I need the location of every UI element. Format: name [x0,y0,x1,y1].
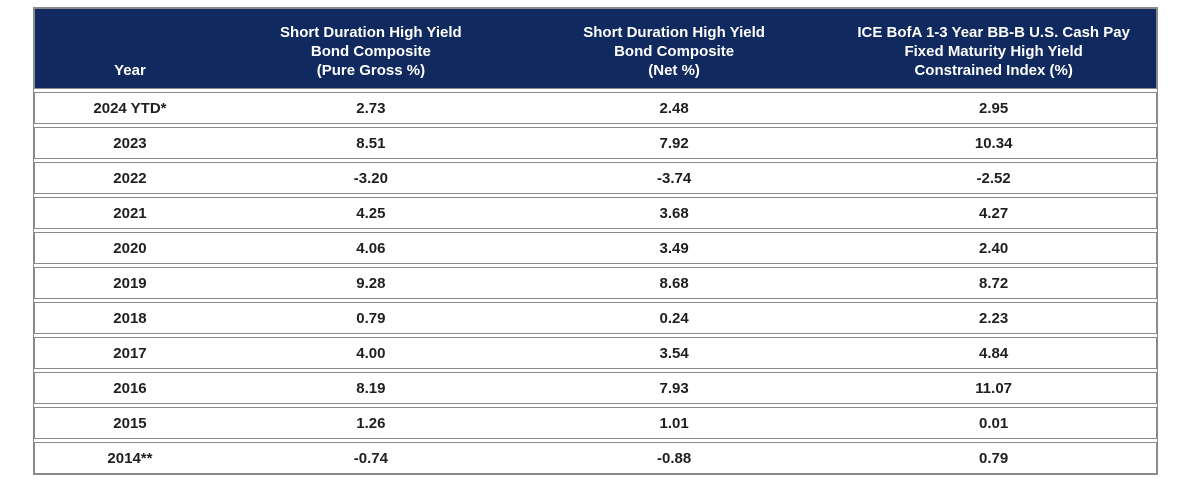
index-cell: 2.40 [831,232,1157,264]
pure-gross-cell: 9.28 [224,267,517,299]
net-cell: 7.93 [516,372,832,404]
net-cell: 0.24 [516,302,832,334]
table-row: 2018 0.79 0.24 2.23 [34,302,1157,334]
pure-gross-cell: -0.74 [224,442,517,474]
net-cell: -3.74 [516,162,832,194]
net-cell: 3.68 [516,197,832,229]
performance-table: Year Short Duration High Yield Bond Comp… [34,8,1157,474]
year-cell: 2022 [34,162,225,194]
year-cell: 2020 [34,232,225,264]
pure-gross-cell: -3.20 [224,162,517,194]
table-row: 2016 8.19 7.93 11.07 [34,372,1157,404]
index-cell: 2.95 [831,92,1157,124]
table-row: 2022 -3.20 -3.74 -2.52 [34,162,1157,194]
net-cell: 2.48 [516,92,832,124]
index-cell: 2.23 [831,302,1157,334]
index-cell: 11.07 [831,372,1157,404]
annual-returns-table: Year Short Duration High Yield Bond Comp… [33,7,1158,475]
pure-gross-cell: 4.00 [224,337,517,369]
year-cell: 2015 [34,407,225,439]
year-cell: 2017 [34,337,225,369]
index-cell: 0.79 [831,442,1157,474]
table-row: 2017 4.00 3.54 4.84 [34,337,1157,369]
year-cell: 2016 [34,372,225,404]
table-row: 2015 1.26 1.01 0.01 [34,407,1157,439]
net-cell: 3.54 [516,337,832,369]
year-cell: 2018 [34,302,225,334]
table-row: 2023 8.51 7.92 10.34 [34,127,1157,159]
table-header: Year Short Duration High Yield Bond Comp… [34,8,1157,89]
net-cell: 8.68 [516,267,832,299]
year-cell: 2019 [34,267,225,299]
year-cell: 2024 YTD* [34,92,225,124]
header-benchmark-index: ICE BofA 1-3 Year BB-B U.S. Cash Pay Fix… [831,8,1157,89]
index-cell: 10.34 [831,127,1157,159]
table-row: 2014** -0.74 -0.88 0.79 [34,442,1157,474]
index-cell: -2.52 [831,162,1157,194]
table-row: 2019 9.28 8.68 8.72 [34,267,1157,299]
header-row: Year Short Duration High Yield Bond Comp… [34,8,1157,89]
year-cell: 2021 [34,197,225,229]
index-cell: 4.84 [831,337,1157,369]
pure-gross-cell: 4.25 [224,197,517,229]
table-row: 2024 YTD* 2.73 2.48 2.95 [34,92,1157,124]
pure-gross-cell: 4.06 [224,232,517,264]
table-body: 2024 YTD* 2.73 2.48 2.95 2023 8.51 7.92 10.34 20… [34,92,1157,474]
net-cell: 7.92 [516,127,832,159]
table-row: 2021 4.25 3.68 4.27 [34,197,1157,229]
year-cell: 2023 [34,127,225,159]
net-cell: 3.49 [516,232,832,264]
index-cell: 4.27 [831,197,1157,229]
table-row: 2020 4.06 3.49 2.40 [34,232,1157,264]
header-net: Short Duration High Yield Bond Composite… [516,8,832,89]
pure-gross-cell: 0.79 [224,302,517,334]
header-pure-gross: Short Duration High Yield Bond Composite… [224,8,517,89]
header-year: Year [34,8,225,89]
year-cell: 2014** [34,442,225,474]
pure-gross-cell: 8.51 [224,127,517,159]
net-cell: -0.88 [516,442,832,474]
net-cell: 1.01 [516,407,832,439]
pure-gross-cell: 8.19 [224,372,517,404]
index-cell: 8.72 [831,267,1157,299]
index-cell: 0.01 [831,407,1157,439]
pure-gross-cell: 2.73 [224,92,517,124]
pure-gross-cell: 1.26 [224,407,517,439]
